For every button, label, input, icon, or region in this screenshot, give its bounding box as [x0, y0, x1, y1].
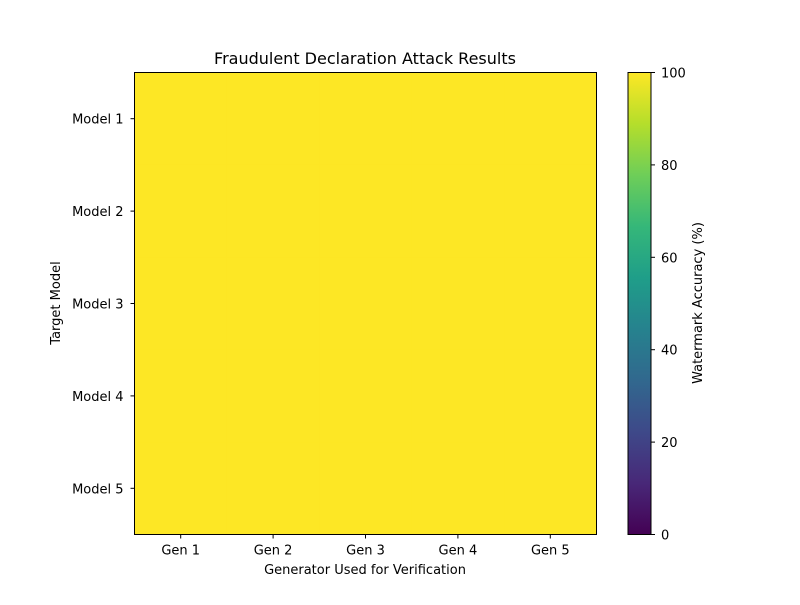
heatmap-cell [134, 257, 228, 351]
y-axis-ticks: Model 1 Model 2 Model 3 Model 4 Model 5 [72, 113, 135, 497]
colorbar-tick-label: 80 [661, 159, 678, 174]
heatmap-cell [504, 349, 597, 443]
x-tick-label: Gen 5 [531, 544, 570, 559]
heatmap-cell [226, 349, 320, 443]
colorbar-frame [627, 72, 652, 535]
y-tick-label: Model 4 [72, 390, 123, 405]
heatmap-cell [504, 164, 597, 258]
colorbar-label: Watermark Accuracy (%) [691, 222, 706, 384]
heatmap-cells [134, 72, 597, 535]
colorbar [628, 72, 651, 535]
y-tick-label: Model 1 [72, 113, 123, 128]
heatmap-cell [411, 349, 505, 443]
colorbar-tick-label: 40 [661, 344, 678, 359]
heatmap-cell [319, 72, 413, 166]
heatmap-cell [319, 349, 413, 443]
y-tick-label: Model 2 [72, 205, 123, 220]
colorbar-tick-label: 60 [661, 251, 678, 266]
x-tick-label: Gen 4 [439, 544, 478, 559]
heatmap-cell [411, 257, 505, 351]
colorbar-tick-label: 20 [661, 436, 678, 451]
heatmap-cell [411, 442, 505, 535]
y-tick-label: Model 5 [72, 482, 123, 497]
y-axis-label: Target Model [49, 261, 64, 345]
heatmap-cell [411, 72, 505, 166]
heatmap-cell [504, 257, 597, 351]
chart-title: Fraudulent Declaration Attack Results [214, 49, 516, 68]
heatmap-cell [226, 257, 320, 351]
heatmap-cell [134, 72, 228, 166]
colorbar-ticks: 0 20 40 60 80 100 [651, 67, 686, 544]
heatmap-cell [319, 257, 413, 351]
heatmap-cell [226, 164, 320, 258]
heatmap-cell [504, 72, 597, 166]
x-tick-label: Gen 1 [161, 544, 200, 559]
heatmap-cell [319, 442, 413, 535]
x-axis-label: Generator Used for Verification [264, 563, 466, 578]
x-tick-label: Gen 2 [254, 544, 293, 559]
heatmap-cell [319, 164, 413, 258]
x-tick-label: Gen 3 [346, 544, 385, 559]
heatmap-cell [504, 442, 597, 535]
colorbar-tick-label: 0 [661, 529, 669, 544]
heatmap-cell [226, 72, 320, 166]
heatmap-cell [134, 442, 228, 535]
x-axis-ticks: Gen 1 Gen 2 Gen 3 Gen 4 Gen 5 [161, 534, 570, 559]
y-tick-label: Model 3 [72, 298, 123, 313]
heatmap-cell [411, 164, 505, 258]
colorbar-tick-label: 100 [661, 67, 686, 82]
heatmap-cell [134, 164, 228, 258]
heatmap-cell [226, 442, 320, 535]
heatmap-cell [134, 349, 228, 443]
